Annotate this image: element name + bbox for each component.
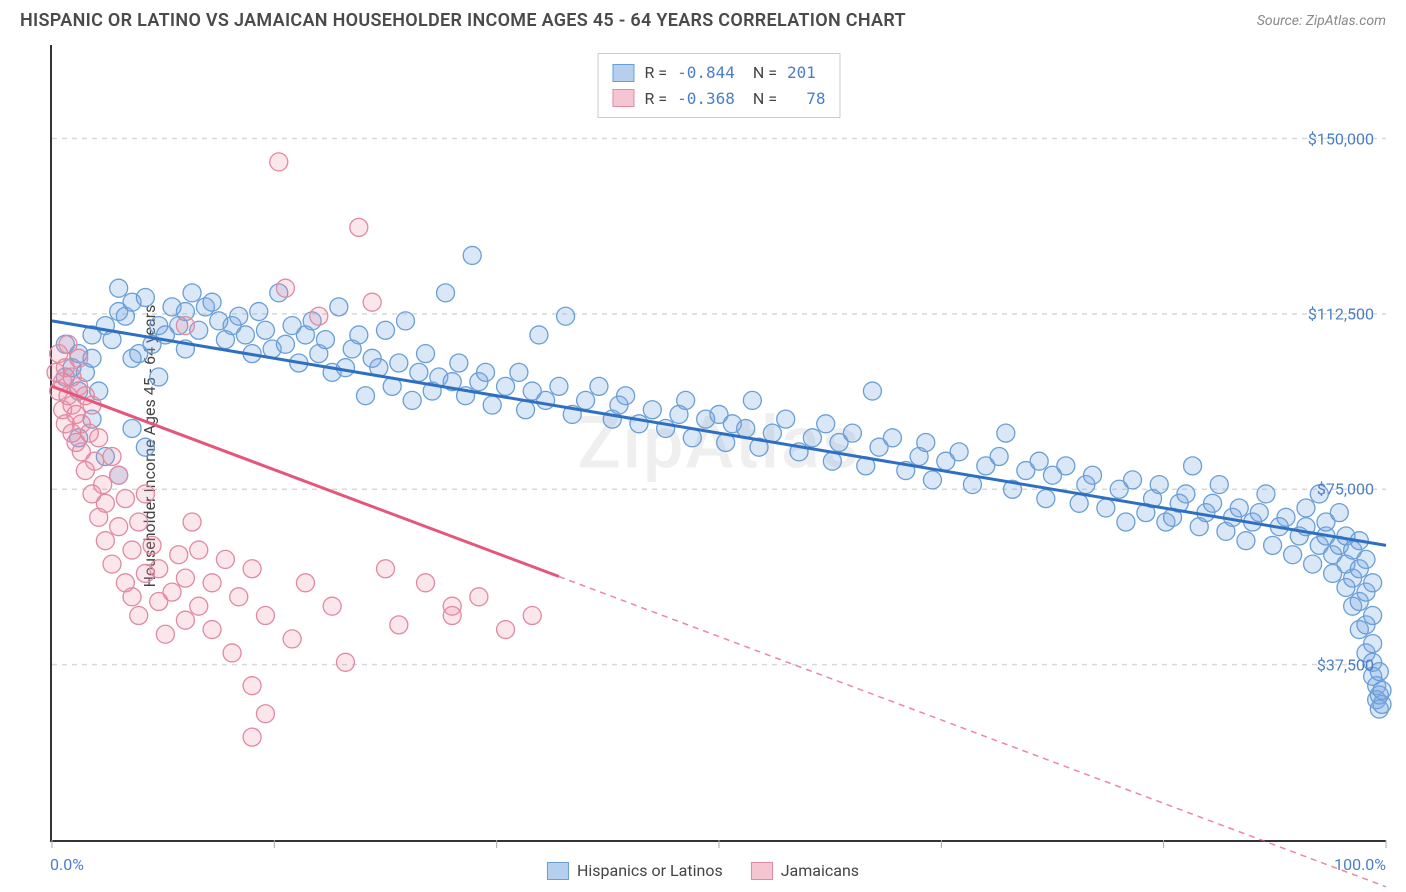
legend-n-label: N = (745, 86, 777, 112)
chart-container: ZipAtlas R = -0.844 N = 201 R = -0.368 N… (50, 45, 1386, 842)
source-attribution: Source: ZipAtlas.com (1257, 13, 1386, 29)
legend-swatch-pink (612, 89, 634, 107)
legend-swatch-blue (612, 64, 634, 82)
legend-row-hispanic: R = -0.844 N = 201 (612, 60, 825, 86)
x-tick-label: 0.0% (50, 855, 84, 874)
legend-n-value-2: 78 (787, 86, 826, 112)
y-tick-label: $37,500 (1317, 655, 1374, 674)
legend-item-hispanic: Hispanics or Latinos (547, 861, 723, 880)
correlation-legend: R = -0.844 N = 201 R = -0.368 N = 78 (597, 53, 840, 118)
legend-swatch-blue-icon (547, 862, 569, 880)
legend-item-jamaican: Jamaicans (751, 861, 859, 880)
legend-r-label: R = (644, 60, 667, 86)
plot-area: ZipAtlas R = -0.844 N = 201 R = -0.368 N… (50, 45, 1386, 842)
legend-label-2: Jamaicans (781, 861, 859, 880)
legend-n-label: N = (745, 60, 777, 86)
legend-row-jamaican: R = -0.368 N = 78 (612, 86, 825, 112)
y-tick-label: $112,500 (1308, 304, 1374, 323)
y-tick-label: $150,000 (1308, 129, 1374, 148)
plot-svg (52, 45, 1386, 840)
legend-r-value-1: -0.844 (677, 60, 735, 86)
legend-n-value-1: 201 (787, 60, 816, 86)
y-tick-label: $75,000 (1317, 480, 1374, 499)
chart-title: HISPANIC OR LATINO VS JAMAICAN HOUSEHOLD… (20, 10, 906, 31)
legend-r-value-2: -0.368 (677, 86, 735, 112)
legend-r-label: R = (644, 86, 667, 112)
x-tick-label: 100.0% (1334, 855, 1386, 874)
series-legend: Hispanics or Latinos Jamaicans (547, 861, 859, 880)
legend-label-1: Hispanics or Latinos (577, 861, 723, 880)
legend-swatch-pink-icon (751, 862, 773, 880)
